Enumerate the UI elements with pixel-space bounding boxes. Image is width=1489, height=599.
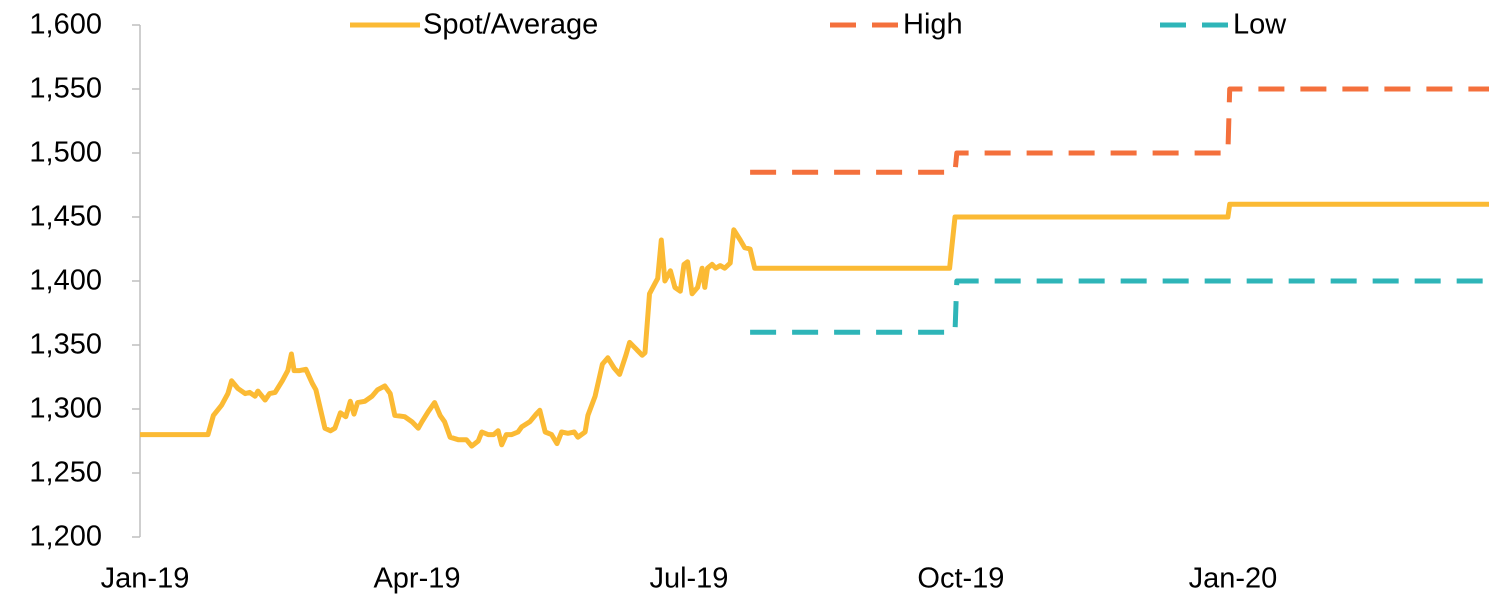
y-tick-label: 1,350	[29, 329, 102, 361]
x-tick-label: Oct-19	[917, 563, 1004, 595]
x-tick-label: Apr-19	[373, 563, 460, 595]
legend-label: Low	[1233, 9, 1287, 41]
y-tick-label: 1,200	[29, 521, 102, 553]
line-low	[750, 278, 1489, 335]
y-tick-label: 1,400	[29, 265, 102, 297]
legend-label: Spot/Average	[423, 9, 598, 41]
x-tick-label: Jul-19	[649, 563, 728, 595]
y-tick-label: 1,600	[29, 9, 102, 41]
line-spot-average	[140, 201, 1489, 449]
y-tick-label: 1,450	[29, 201, 102, 233]
x-tick-label: Jan-19	[101, 563, 190, 595]
line-high	[750, 86, 1489, 175]
y-tick-label: 1,250	[29, 457, 102, 489]
legend-label: High	[903, 9, 963, 41]
y-tick-label: 1,300	[29, 393, 102, 425]
x-tick-label: Jan-20	[1189, 563, 1278, 595]
y-tick-label: 1,550	[29, 73, 102, 105]
y-tick-label: 1,500	[29, 137, 102, 169]
